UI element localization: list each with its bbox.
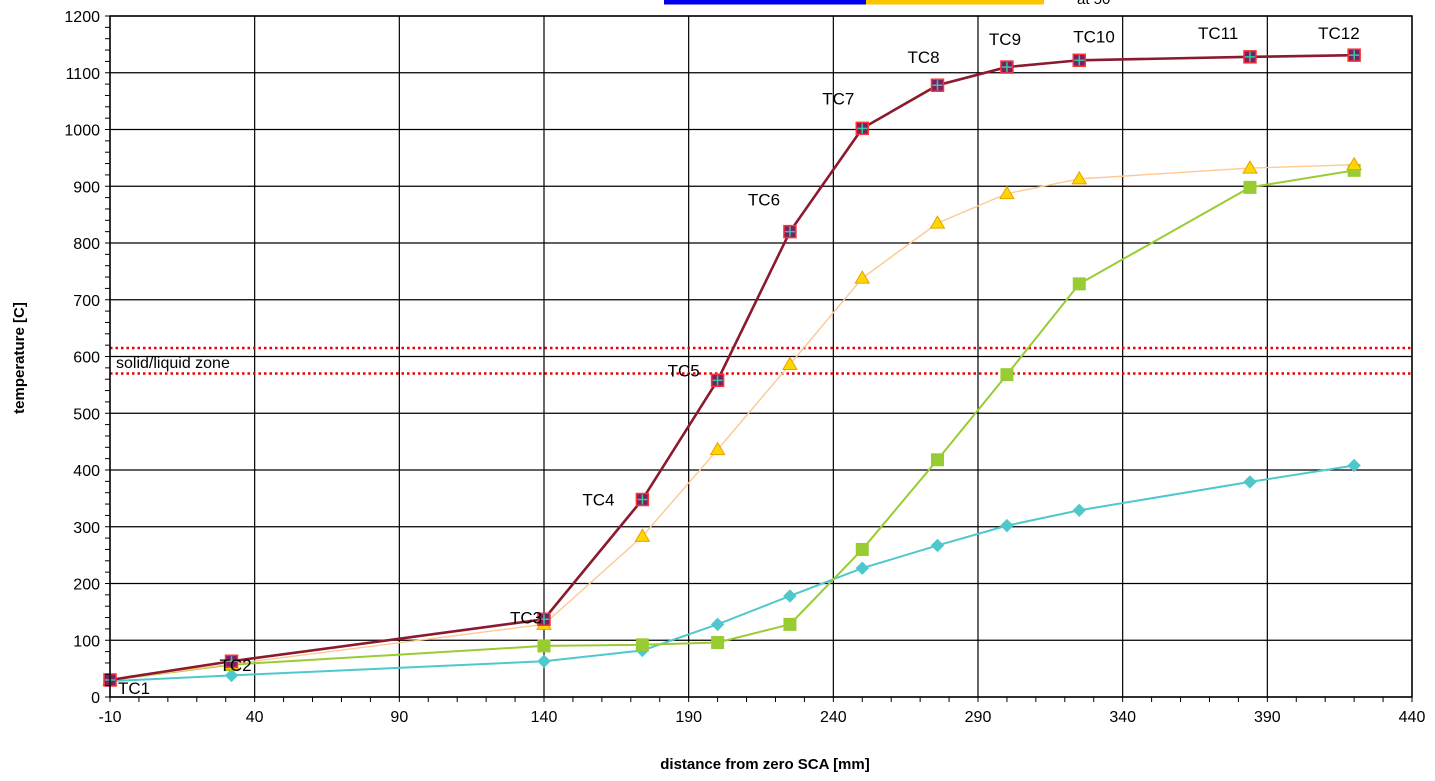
tc-label-tc7: TC7: [822, 89, 854, 108]
x-tick-label: 390: [1254, 709, 1281, 726]
series-layer: [102, 48, 1363, 688]
data-point-green: [1000, 368, 1014, 382]
data-point-orange: [1242, 160, 1258, 174]
data-point-cyan: [1000, 518, 1014, 533]
y-tick-label: 500: [73, 406, 100, 423]
x-axis-title: distance from zero SCA [mm]: [660, 756, 869, 773]
tc-label-tc4: TC4: [582, 491, 614, 510]
data-point-cyan: [1243, 475, 1257, 489]
legend-layer: at 50: [664, 0, 1110, 8]
series-line-green: [109, 169, 1355, 681]
y-tick-label: 1000: [64, 123, 100, 140]
x-tick-label: 290: [965, 709, 992, 726]
tc-label-tc2: TC2: [220, 656, 252, 675]
y-tick-label: 400: [73, 463, 100, 480]
data-point-orange: [1346, 156, 1363, 171]
tc-label-tc6: TC6: [748, 191, 780, 210]
data-point-cyan: [783, 589, 797, 603]
data-point-green: [930, 453, 944, 467]
data-point-orange: [782, 356, 798, 370]
data-point-cyan: [710, 617, 725, 632]
x-tick-label: 190: [675, 709, 702, 726]
tc-label-tc10: TC10: [1073, 27, 1115, 46]
data-point-cyan: [930, 538, 945, 553]
y-tick-label: 600: [73, 350, 100, 367]
data-point-orange: [634, 528, 651, 542]
series-line-dark_red: [109, 53, 1355, 682]
tc-label-tc9: TC9: [989, 30, 1021, 49]
data-point-green: [1243, 180, 1257, 194]
data-point-green: [711, 636, 725, 650]
tc-label-tc5: TC5: [668, 361, 700, 380]
y-tick-label: 200: [73, 577, 100, 594]
solid-liquid-zone-label: solid/liquid zone: [116, 355, 230, 372]
data-point-orange: [929, 215, 946, 229]
data-point-cyan: [1347, 458, 1361, 473]
reference-lines-layer: solid/liquid zone: [110, 346, 1412, 375]
data-point-green: [537, 639, 551, 653]
series-line-cyan: [109, 464, 1355, 683]
data-point-orange: [854, 270, 871, 284]
x-tick-label: 240: [820, 709, 847, 726]
y-tick-label: 700: [73, 293, 100, 310]
data-point-cyan: [1072, 503, 1086, 517]
data-point-orange: [999, 185, 1015, 200]
tc-label-tc3: TC3: [510, 608, 542, 627]
series-line-orange: [109, 163, 1355, 681]
y-axis-title: temperature [C]: [11, 302, 28, 414]
data-point-green: [783, 617, 797, 631]
x-tick-label: 90: [390, 709, 408, 726]
data-point-green: [1072, 277, 1086, 291]
y-tick-label: 0: [91, 690, 100, 707]
data-point-orange: [1071, 170, 1088, 185]
annotations-layer: TC1 TC2 TC3 TC4 TC5 TC6 TC7 TC8 TC9 TC10 TC11 TC12: [118, 24, 1360, 698]
data-point-orange: [709, 441, 726, 456]
tc-label-tc12: TC12: [1318, 24, 1360, 43]
x-tick-label: 140: [531, 709, 558, 726]
plot-frame-layer: [105, 15, 1413, 702]
y-tick-label: 1200: [64, 9, 100, 26]
tc-label-tc8: TC8: [907, 48, 939, 67]
y-tick-label: 800: [73, 236, 100, 253]
legend-label: at 50: [1077, 0, 1110, 8]
data-point-cyan: [224, 668, 239, 683]
x-tick-label: 40: [246, 709, 264, 726]
x-tick-label: 340: [1109, 709, 1136, 726]
x-tick-label: 440: [1399, 709, 1426, 726]
tc-label-tc1: TC1: [118, 679, 150, 698]
y-tick-label: 100: [73, 633, 100, 650]
tc-label-tc11: TC11: [1198, 24, 1238, 43]
y-tick-label: 300: [73, 520, 100, 537]
data-point-cyan: [855, 561, 869, 575]
data-point-cyan: [537, 654, 551, 668]
y-tick-label: 1100: [66, 66, 101, 83]
data-point-green: [635, 638, 649, 652]
data-point-green: [855, 542, 869, 556]
tick-labels-layer: -10 40 90 140 190 240 290 340 390 440 0 100 200 300 40…: [64, 9, 1425, 726]
y-tick-label: 900: [73, 179, 100, 196]
x-tick-label: -10: [98, 709, 121, 726]
plot-frame: [109, 15, 1413, 698]
